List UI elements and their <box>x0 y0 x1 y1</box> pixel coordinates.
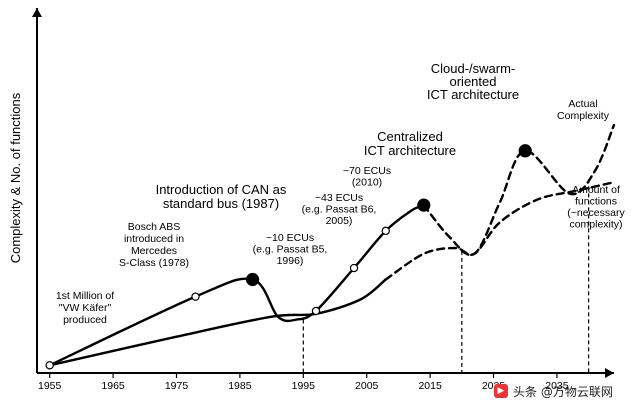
annotation-line: Actual <box>568 98 597 110</box>
annotation-m4: ~10 ECUs (e.g. Passat B5, 1996) <box>253 232 328 267</box>
x-axis-arrow <box>605 368 614 378</box>
annotation-line: Introduction of CAN as <box>156 182 287 197</box>
annotation-m8: Cloud-/swarm-oriented ICT architecture <box>427 61 519 102</box>
y-axis-label: Complexity & No. of functions <box>8 92 23 263</box>
annotation-line: Centralized <box>377 129 443 144</box>
annotation-line: Cloud-/swarm- <box>431 61 516 76</box>
milestone-marker <box>381 226 390 236</box>
milestone-marker <box>245 272 260 287</box>
annotation-line: 1996) <box>277 255 304 267</box>
annotation-line: (e.g. Passat B5, <box>253 244 328 256</box>
annotation-line: ~10 ECUs <box>266 232 314 244</box>
annotation-line: S-Class (1978) <box>119 257 189 269</box>
annotation-line: (~necessary <box>567 207 625 219</box>
x-tick-label: 1995 <box>292 380 316 392</box>
annotation-line: 1st Million of <box>56 290 114 302</box>
annotation-line: Amount of <box>572 184 620 196</box>
x-tick-label: 1975 <box>165 380 189 392</box>
x-tick-label: 1955 <box>38 380 62 392</box>
annotation-line: produced <box>63 314 107 326</box>
annotation-line: Mercedes <box>131 245 177 257</box>
watermark: ▶ 头条 @万物云联网 <box>494 381 634 401</box>
annotation-line: "VW Käfer" <box>59 302 112 314</box>
annotation-legend_actual: Actual Complexity <box>557 98 610 122</box>
series-line <box>422 123 616 257</box>
annotation-line: (e.g. Passat B6, <box>302 204 377 216</box>
milestone-marker <box>349 263 359 273</box>
annotation-m1: 1st Million of "VW Käfer" produced <box>56 290 114 326</box>
annotation-line: ICT architecture <box>427 87 519 102</box>
milestone-marker <box>417 198 431 212</box>
annotation-line: complexity) <box>569 219 622 231</box>
annotation-line: ~43 ECUs <box>315 192 363 204</box>
x-tick-label: 1985 <box>228 380 252 392</box>
annotation-line: ~70 ECUs <box>343 165 391 177</box>
annotation-m6: ~70 ECUs (2010) <box>343 165 391 189</box>
annotation-m5: ~43 ECUs (e.g. Passat B6, 2005) <box>302 192 377 227</box>
annotation-line: Bosch ABS <box>128 221 181 233</box>
annotation-line: 2005) <box>326 215 353 227</box>
annotation-m2: Bosch ABS introduced in Mercedes S-Class (1… <box>119 221 189 269</box>
annotation-line: ICT architecture <box>364 143 456 158</box>
annotation-line: (2010) <box>352 177 382 189</box>
annotation-legend_functions: Amount of functions (~necessary complexity) <box>567 184 625 231</box>
series-line <box>48 203 425 367</box>
y-axis-arrow <box>32 8 42 17</box>
x-tick-label: 2005 <box>355 380 379 392</box>
annotation-line: introduced in <box>124 233 184 245</box>
annotation-line: Complexity <box>557 110 610 122</box>
milestone-marker <box>518 144 532 158</box>
milestone-marker <box>191 292 200 301</box>
milestone-marker <box>311 306 321 316</box>
series-line <box>384 181 616 281</box>
annotation-line: functions <box>575 196 617 208</box>
watermark-text: 头条 @万物云联网 <box>513 384 613 399</box>
x-tick-label: 1965 <box>101 380 125 392</box>
annotation-line: standard bus (1987) <box>163 196 279 211</box>
milestone-marker <box>45 361 54 370</box>
x-tick-label: 2035 <box>545 380 569 392</box>
x-tick-label: 2015 <box>418 380 442 392</box>
series-line <box>48 278 387 367</box>
headline-logo-icon: ▶ <box>494 384 508 398</box>
annotation-m3: Introduction of CAN as standard bus (1987… <box>156 182 287 211</box>
annotation-line: oriented <box>450 74 497 89</box>
annotation-m7: Centralized ICT architecture <box>364 129 456 158</box>
